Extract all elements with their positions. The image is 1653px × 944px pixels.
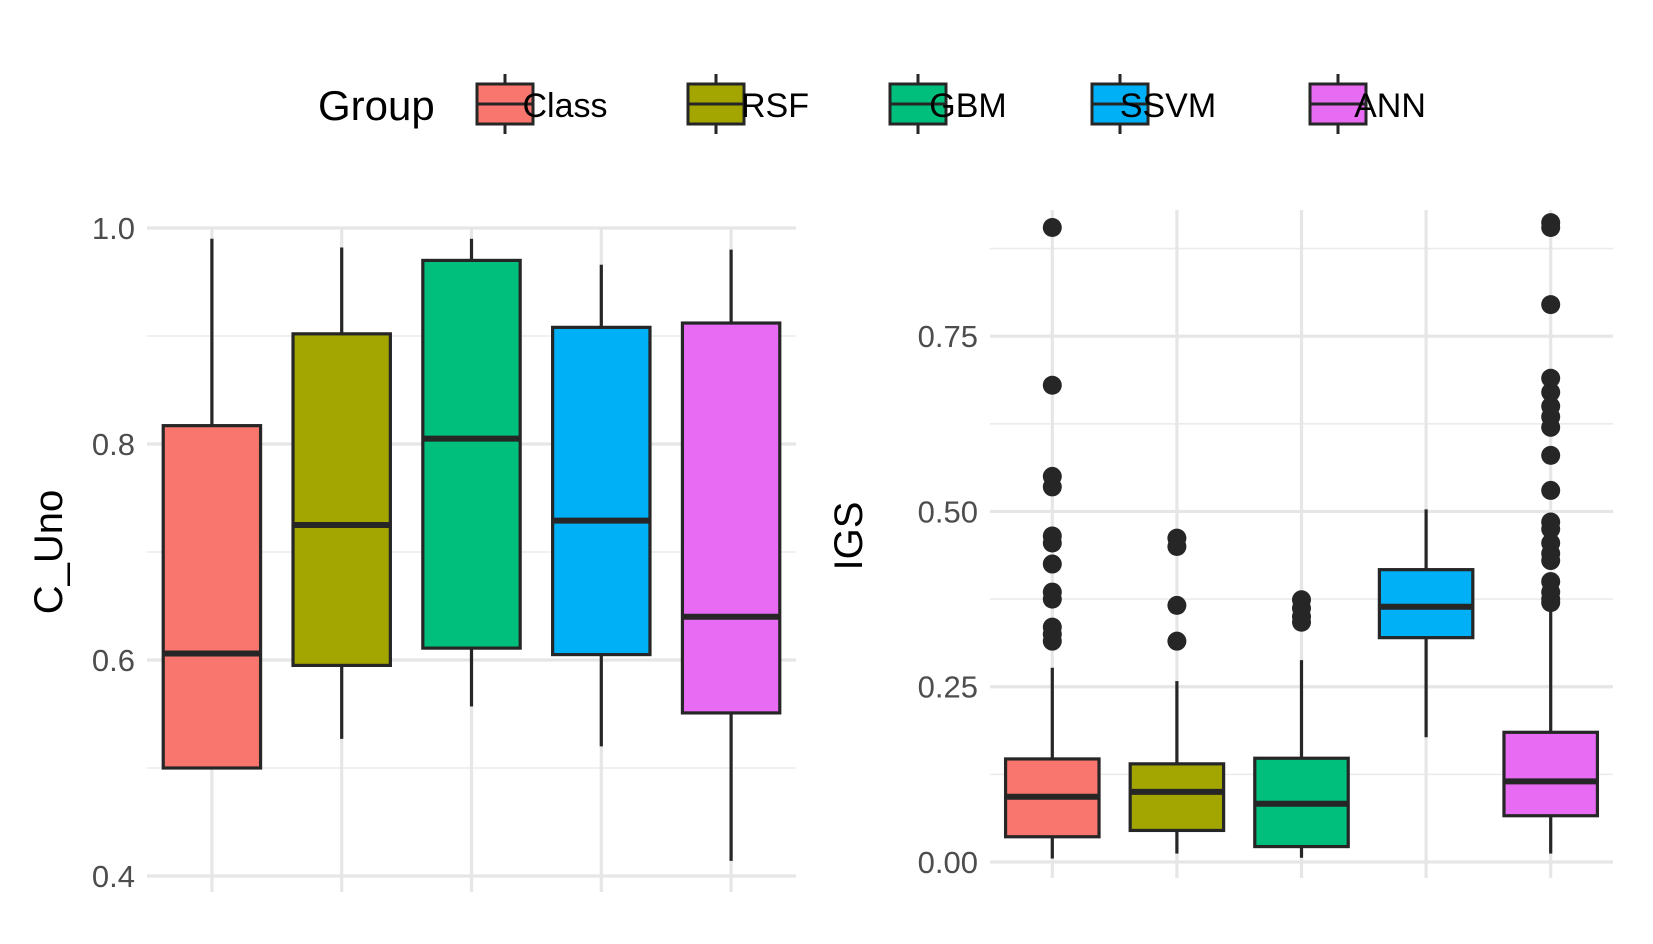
box-body — [680, 321, 782, 715]
outlier-point — [1541, 593, 1561, 613]
outlier-point — [1042, 218, 1062, 238]
outlier-point — [1042, 589, 1062, 609]
y-axis-label: IGS — [827, 502, 871, 571]
legend-label-ssvm: SSVM — [1120, 87, 1216, 125]
c-uno-panel: 0.4 0.6 0.8 1.0 C_Uno — [27, 211, 796, 894]
box-class — [161, 238, 263, 770]
outlier-point — [1042, 631, 1062, 651]
y-tick-label: 0.8 — [92, 427, 135, 462]
box-class — [1003, 218, 1101, 859]
outlier-point — [1541, 480, 1561, 500]
outlier-point — [1167, 631, 1187, 651]
outlier-point — [1292, 612, 1311, 632]
y-tick-label: 0.50 — [918, 494, 978, 529]
legend-item-rsf: RSF — [686, 74, 809, 134]
legend-title: Group — [318, 82, 435, 129]
legend-label-rsf: RSF — [741, 87, 809, 125]
outlier-point — [1541, 445, 1561, 465]
igs-panel: 0.00 0.25 0.50 0.75 IGS — [827, 210, 1613, 880]
box-body — [1128, 762, 1226, 833]
box-ann — [680, 249, 782, 861]
outlier-point — [1167, 595, 1187, 615]
legend-item-ann: ANN — [1308, 74, 1426, 134]
outlier-point — [1042, 375, 1062, 395]
box-rsf — [291, 247, 392, 739]
outlier-point — [1541, 519, 1561, 539]
y-tick-label: 0.25 — [918, 670, 978, 705]
box-body — [161, 424, 263, 770]
box-ssvm — [1377, 509, 1475, 738]
legend-label-class: Class — [522, 87, 607, 125]
box-gbm — [1253, 590, 1350, 858]
outlier-point — [1541, 551, 1561, 571]
box-body — [1377, 568, 1475, 640]
y-tick-label: 0.75 — [918, 319, 978, 354]
box-body — [551, 325, 652, 657]
legend: Group Class RSF GBM SSVM ANN — [318, 74, 1426, 134]
y-axis-label: C_Uno — [27, 490, 71, 615]
box-body — [1502, 730, 1600, 818]
outlier-point — [1042, 477, 1062, 497]
outlier-point — [1042, 533, 1062, 553]
legend-label-ann: ANN — [1354, 87, 1426, 125]
y-tick-label: 0.00 — [918, 845, 978, 880]
legend-item-ssvm: SSVM — [1090, 74, 1216, 134]
outlier-point — [1541, 295, 1561, 315]
outlier-point — [1541, 417, 1561, 437]
outlier-point — [1541, 368, 1561, 388]
box-gbm — [421, 238, 522, 707]
legend-label-gbm: GBM — [929, 87, 1006, 125]
outlier-point — [1042, 554, 1062, 574]
box-ann — [1502, 213, 1600, 854]
box-ssvm — [551, 264, 652, 747]
box-body — [421, 258, 522, 650]
y-tick-label: 1.0 — [92, 211, 135, 246]
legend-item-class: Class — [475, 74, 608, 134]
outlier-point — [1541, 382, 1561, 402]
legend-item-gbm: GBM — [888, 74, 1007, 134]
outlier-point — [1167, 537, 1187, 557]
box-body — [291, 332, 392, 667]
y-tick-label: 0.4 — [92, 859, 135, 894]
box-rsf — [1128, 528, 1226, 854]
y-tick-label: 0.6 — [92, 643, 135, 678]
outlier-point — [1541, 218, 1561, 238]
